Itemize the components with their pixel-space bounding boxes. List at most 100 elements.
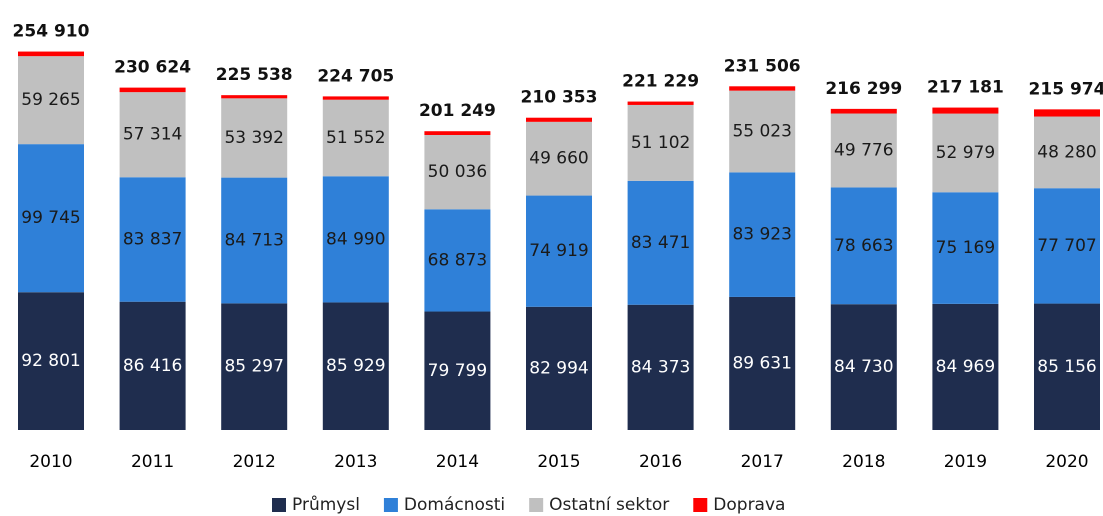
total-label: 231 506 xyxy=(724,56,801,76)
x-tick-label: 2010 xyxy=(29,452,72,472)
bar-segment xyxy=(424,311,491,430)
bar-segment xyxy=(119,177,186,302)
bar-segment xyxy=(729,86,796,91)
bar-segment xyxy=(221,95,288,99)
bar-segment xyxy=(424,209,491,312)
data-label: 77 707 xyxy=(1037,236,1096,256)
bar-segment xyxy=(18,292,84,430)
bar-segment xyxy=(830,304,897,430)
data-label: 78 663 xyxy=(834,236,893,256)
legend-label: Doprava xyxy=(713,495,785,515)
bar-segment xyxy=(729,296,796,430)
bar-segment xyxy=(526,306,592,430)
legend-swatch xyxy=(693,498,708,512)
bar-segment xyxy=(627,304,694,430)
x-tick-label: 2016 xyxy=(639,452,682,472)
data-label: 84 713 xyxy=(224,230,283,250)
bar-segment xyxy=(932,303,999,430)
total-label: 221 229 xyxy=(622,72,699,92)
total-label: 217 181 xyxy=(927,78,1004,98)
data-label: 57 314 xyxy=(123,125,182,145)
bar-segment xyxy=(221,177,288,304)
bar-segment xyxy=(322,96,389,100)
total-label: 225 538 xyxy=(216,65,293,85)
data-label: 83 923 xyxy=(732,225,791,245)
data-label: 89 631 xyxy=(732,353,791,373)
x-tick-label: 2019 xyxy=(944,452,987,472)
data-label: 82 994 xyxy=(529,358,588,378)
data-label: 75 169 xyxy=(936,238,995,258)
bar-segment xyxy=(18,56,84,145)
data-label: 68 873 xyxy=(428,250,487,270)
x-tick-label: 2011 xyxy=(131,452,174,472)
bar-segment xyxy=(322,302,389,430)
data-label: 84 969 xyxy=(936,357,995,377)
data-label: 79 799 xyxy=(428,361,487,381)
data-label: 49 660 xyxy=(529,149,588,169)
bar-segment xyxy=(221,303,288,430)
bar-segment xyxy=(1034,109,1100,117)
legend-swatch xyxy=(272,498,286,512)
bar-segment xyxy=(322,99,389,177)
data-label: 51 102 xyxy=(631,133,690,153)
data-label: 85 156 xyxy=(1037,357,1096,377)
bar-segment xyxy=(1034,188,1100,304)
data-label: 49 776 xyxy=(834,140,893,160)
x-tick-label: 2017 xyxy=(741,452,784,472)
bar-segment xyxy=(1034,303,1100,430)
total-label: 254 910 xyxy=(13,22,90,42)
bar-segment xyxy=(119,301,186,430)
bar-segment xyxy=(119,87,186,93)
data-label: 59 265 xyxy=(21,90,80,110)
bar-segment xyxy=(932,192,999,304)
total-label: 216 299 xyxy=(825,79,902,99)
bar-segment xyxy=(221,98,288,178)
bar-segment xyxy=(932,113,999,193)
bar-segment xyxy=(932,107,999,114)
bar-segment xyxy=(18,51,84,57)
x-tick-label: 2015 xyxy=(537,452,580,472)
data-label: 83 837 xyxy=(123,229,182,249)
total-label: 230 624 xyxy=(114,58,191,78)
bar-segment xyxy=(830,113,897,188)
x-tick-label: 2020 xyxy=(1045,452,1088,472)
total-label: 210 353 xyxy=(521,88,598,108)
data-label: 55 023 xyxy=(732,121,791,141)
x-tick-label: 2014 xyxy=(436,452,479,472)
data-label: 92 801 xyxy=(21,351,80,371)
legend-swatch xyxy=(383,498,398,512)
bar-segment xyxy=(729,172,796,297)
bar-segment xyxy=(729,90,796,173)
legend-label: Ostatní sektor xyxy=(549,495,669,515)
data-label: 86 416 xyxy=(123,356,182,376)
bar-segment xyxy=(526,195,592,307)
total-label: 224 705 xyxy=(317,66,394,86)
data-label: 52 979 xyxy=(936,143,995,163)
data-label: 85 297 xyxy=(224,357,283,377)
data-label: 84 730 xyxy=(834,357,893,377)
bar-segment xyxy=(1034,116,1100,189)
data-label: 83 471 xyxy=(631,233,690,253)
legend-label: Průmysl xyxy=(292,495,360,515)
bar-segment xyxy=(424,134,491,210)
x-tick-label: 2012 xyxy=(233,452,276,472)
bar-segment xyxy=(830,187,897,305)
data-label: 53 392 xyxy=(224,128,283,148)
bar-segment xyxy=(119,92,186,178)
data-label: 51 552 xyxy=(326,128,385,148)
data-label: 99 745 xyxy=(21,208,80,228)
legend-label: Domácnosti xyxy=(404,495,505,515)
total-label: 201 249 xyxy=(419,101,496,121)
bar-segment xyxy=(627,180,694,305)
x-tick-label: 2018 xyxy=(842,452,885,472)
total-label: 215 974 xyxy=(1029,79,1103,99)
bar-segment xyxy=(526,117,592,122)
bar-segment xyxy=(627,101,694,105)
bar-segment xyxy=(627,104,694,181)
bar-segment xyxy=(322,176,389,303)
x-tick-label: 2013 xyxy=(334,452,377,472)
data-label: 84 990 xyxy=(326,229,385,249)
data-label: 85 929 xyxy=(326,356,385,376)
data-label: 50 036 xyxy=(428,162,487,182)
